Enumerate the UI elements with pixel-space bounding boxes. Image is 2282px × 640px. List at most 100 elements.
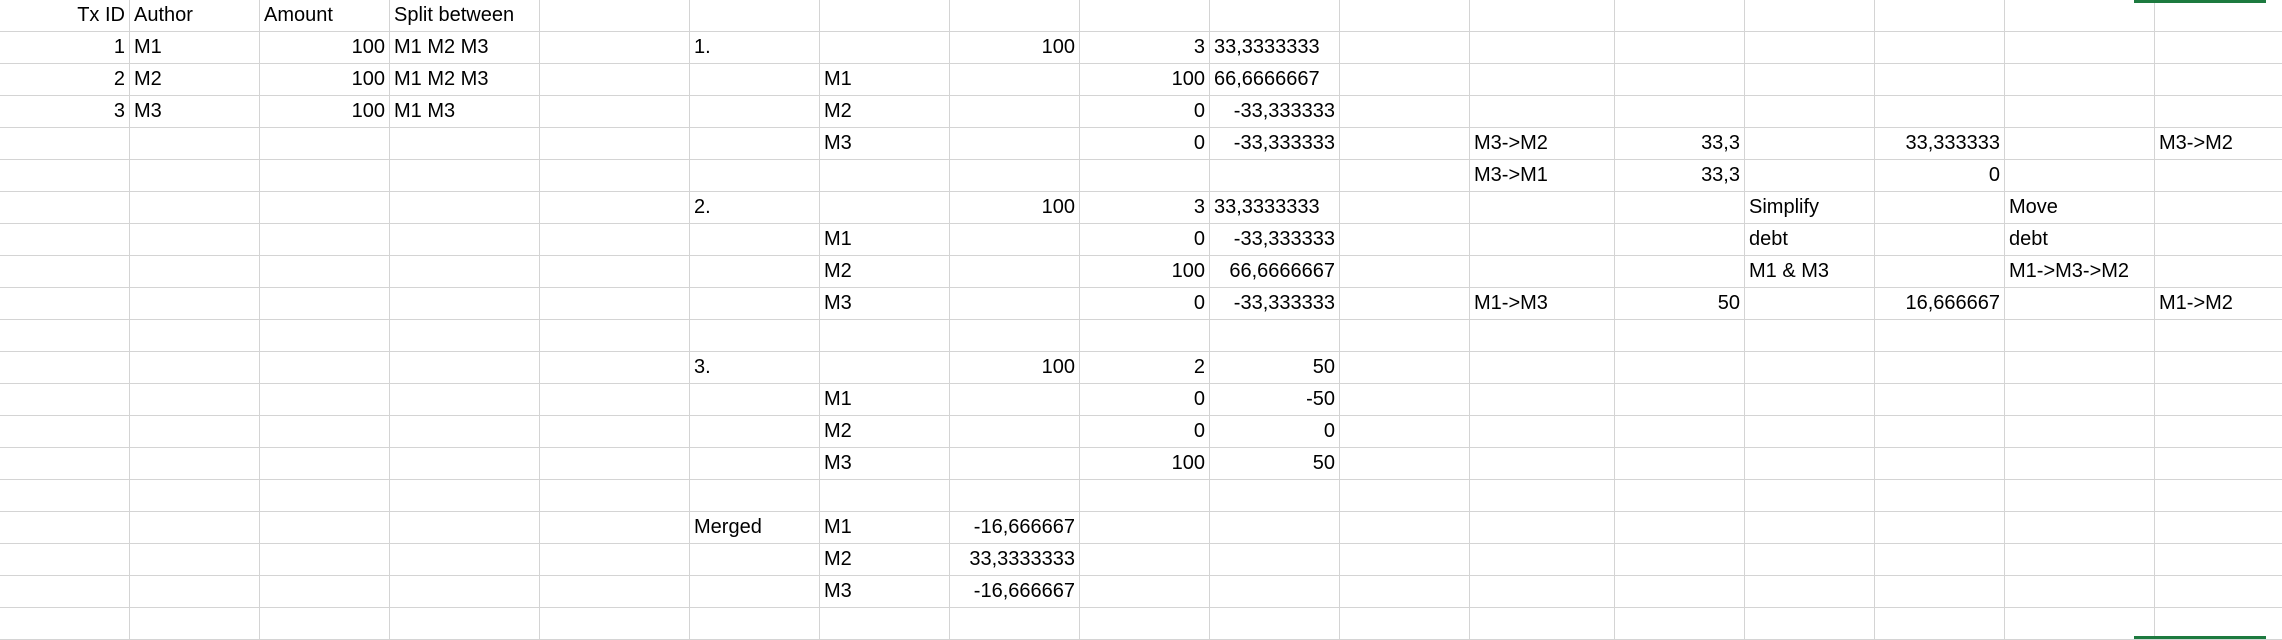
cell-r17-c16[interactable] — [2155, 544, 2282, 576]
cell-r19-c13[interactable] — [1745, 608, 1875, 640]
cell-r1-c16[interactable] — [2155, 32, 2282, 64]
cell-r1-c5[interactable]: 1. — [690, 32, 820, 64]
cell-r7-c16[interactable] — [2155, 224, 2282, 256]
cell-r5-c11[interactable]: M3->M1 — [1470, 160, 1615, 192]
cell-r5-c2[interactable] — [260, 160, 390, 192]
cell-r18-c10[interactable] — [1340, 576, 1470, 608]
cell-r17-c6[interactable]: M2 — [820, 544, 950, 576]
cell-r15-c13[interactable] — [1745, 480, 1875, 512]
cell-r9-c14[interactable]: 16,666667 — [1875, 288, 2005, 320]
cell-r8-c9[interactable]: 66,6666667 — [1210, 256, 1340, 288]
cell-r2-c6[interactable]: M1 — [820, 64, 950, 96]
cell-r18-c4[interactable] — [540, 576, 690, 608]
cell-r9-c4[interactable] — [540, 288, 690, 320]
cell-r16-c9[interactable] — [1210, 512, 1340, 544]
cell-r16-c2[interactable] — [260, 512, 390, 544]
cell-r8-c12[interactable] — [1615, 256, 1745, 288]
cell-r8-c4[interactable] — [540, 256, 690, 288]
cell-r2-c7[interactable] — [950, 64, 1080, 96]
cell-r2-c15[interactable] — [2005, 64, 2155, 96]
cell-r4-c4[interactable] — [540, 128, 690, 160]
cell-r8-c7[interactable] — [950, 256, 1080, 288]
cell-r1-c9[interactable]: 33,3333333 — [1210, 32, 1340, 64]
cell-r6-c3[interactable] — [390, 192, 540, 224]
cell-r10-c5[interactable] — [690, 320, 820, 352]
cell-r4-c9[interactable]: -33,333333 — [1210, 128, 1340, 160]
cell-r1-c15[interactable] — [2005, 32, 2155, 64]
cell-r14-c8[interactable]: 100 — [1080, 448, 1210, 480]
cell-r10-c6[interactable] — [820, 320, 950, 352]
cell-r19-c4[interactable] — [540, 608, 690, 640]
cell-r8-c3[interactable] — [390, 256, 540, 288]
cell-r5-c16[interactable] — [2155, 160, 2282, 192]
cell-r8-c5[interactable] — [690, 256, 820, 288]
cell-r15-c14[interactable] — [1875, 480, 2005, 512]
cell-r12-c3[interactable] — [390, 384, 540, 416]
cell-r6-c5[interactable]: 2. — [690, 192, 820, 224]
cell-r18-c8[interactable] — [1080, 576, 1210, 608]
cell-r7-c14[interactable] — [1875, 224, 2005, 256]
cell-r0-c14[interactable] — [1875, 0, 2005, 32]
cell-r5-c5[interactable] — [690, 160, 820, 192]
cell-r19-c5[interactable] — [690, 608, 820, 640]
cell-r13-c14[interactable] — [1875, 416, 2005, 448]
cell-r18-c2[interactable] — [260, 576, 390, 608]
cell-r18-c0[interactable] — [0, 576, 130, 608]
cell-r6-c9[interactable]: 33,3333333 — [1210, 192, 1340, 224]
cell-r14-c9[interactable]: 50 — [1210, 448, 1340, 480]
cell-r2-c9[interactable]: 66,6666667 — [1210, 64, 1340, 96]
cell-r12-c13[interactable] — [1745, 384, 1875, 416]
cell-r4-c11[interactable]: M3->M2 — [1470, 128, 1615, 160]
cell-r7-c6[interactable]: M1 — [820, 224, 950, 256]
cell-r3-c5[interactable] — [690, 96, 820, 128]
cell-r14-c15[interactable] — [2005, 448, 2155, 480]
cell-r10-c13[interactable] — [1745, 320, 1875, 352]
cell-r4-c15[interactable] — [2005, 128, 2155, 160]
cell-r17-c11[interactable] — [1470, 544, 1615, 576]
cell-r8-c10[interactable] — [1340, 256, 1470, 288]
cell-r0-c15[interactable] — [2005, 0, 2155, 32]
cell-r7-c12[interactable] — [1615, 224, 1745, 256]
cell-r0-c4[interactable] — [540, 0, 690, 32]
cell-r17-c4[interactable] — [540, 544, 690, 576]
cell-r2-c2[interactable]: 100 — [260, 64, 390, 96]
cell-r16-c12[interactable] — [1615, 512, 1745, 544]
cell-r13-c10[interactable] — [1340, 416, 1470, 448]
cell-r2-c1[interactable]: M2 — [130, 64, 260, 96]
cell-r4-c10[interactable] — [1340, 128, 1470, 160]
cell-r19-c11[interactable] — [1470, 608, 1615, 640]
cell-r6-c14[interactable] — [1875, 192, 2005, 224]
cell-r5-c0[interactable] — [0, 160, 130, 192]
cell-r16-c10[interactable] — [1340, 512, 1470, 544]
cell-r4-c13[interactable] — [1745, 128, 1875, 160]
cell-r1-c7[interactable]: 100 — [950, 32, 1080, 64]
cell-r12-c9[interactable]: -50 — [1210, 384, 1340, 416]
cell-r15-c12[interactable] — [1615, 480, 1745, 512]
cell-r8-c8[interactable]: 100 — [1080, 256, 1210, 288]
cell-r7-c8[interactable]: 0 — [1080, 224, 1210, 256]
cell-r16-c7[interactable]: -16,666667 — [950, 512, 1080, 544]
cell-r3-c12[interactable] — [1615, 96, 1745, 128]
cell-r12-c0[interactable] — [0, 384, 130, 416]
cell-r7-c13[interactable]: debt — [1745, 224, 1875, 256]
cell-r12-c11[interactable] — [1470, 384, 1615, 416]
cell-r10-c1[interactable] — [130, 320, 260, 352]
cell-r10-c2[interactable] — [260, 320, 390, 352]
cell-r6-c7[interactable]: 100 — [950, 192, 1080, 224]
cell-r14-c7[interactable] — [950, 448, 1080, 480]
cell-r11-c1[interactable] — [130, 352, 260, 384]
cell-r14-c2[interactable] — [260, 448, 390, 480]
cell-r8-c13[interactable]: M1 & M3 — [1745, 256, 1875, 288]
cell-r19-c7[interactable] — [950, 608, 1080, 640]
cell-r12-c15[interactable] — [2005, 384, 2155, 416]
cell-r10-c0[interactable] — [0, 320, 130, 352]
cell-r13-c16[interactable] — [2155, 416, 2282, 448]
cell-r7-c2[interactable] — [260, 224, 390, 256]
cell-r2-c8[interactable]: 100 — [1080, 64, 1210, 96]
cell-r3-c3[interactable]: M1 M3 — [390, 96, 540, 128]
cell-r1-c2[interactable]: 100 — [260, 32, 390, 64]
cell-r5-c7[interactable] — [950, 160, 1080, 192]
cell-r8-c1[interactable] — [130, 256, 260, 288]
cell-r0-c9[interactable] — [1210, 0, 1340, 32]
cell-r4-c6[interactable]: M3 — [820, 128, 950, 160]
